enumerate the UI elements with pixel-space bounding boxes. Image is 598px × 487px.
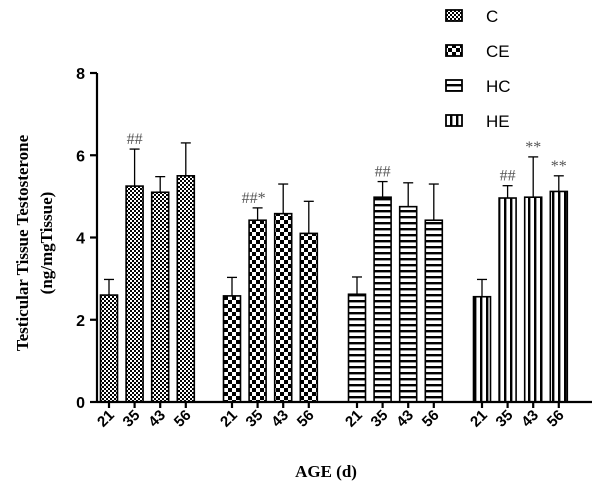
x-tick-label: 56	[544, 407, 568, 431]
bar-HE-35	[498, 197, 517, 403]
legend-swatch-CE	[445, 44, 463, 57]
legend-label-HC: HC	[486, 77, 511, 96]
legend-swatch-HE	[445, 114, 463, 127]
legend-label-CE: CE	[486, 42, 510, 61]
y-tick-label: 0	[76, 395, 85, 412]
y-tick-label: 4	[76, 231, 85, 248]
x-tick-label: 21	[94, 407, 118, 431]
x-tick-label: 43	[518, 407, 542, 431]
x-axis-title: AGE (d)	[295, 462, 357, 481]
x-tick-label: 56	[294, 407, 318, 431]
bar-C-21	[99, 294, 119, 403]
bar-HC-56	[424, 219, 444, 403]
bar-C-56	[176, 175, 196, 403]
x-tick-label: 43	[268, 407, 292, 431]
significance-annotation: **	[551, 158, 567, 175]
bar-HE-56	[549, 190, 569, 403]
y-tick-label: 2	[76, 313, 85, 330]
y-tick-label: 8	[76, 66, 85, 83]
legend-label-C: C	[486, 7, 498, 26]
bar-CE-35	[248, 219, 267, 403]
significance-annotation: ##*	[242, 190, 266, 207]
legend: C CE HC HE	[445, 7, 511, 131]
x-tick-label: 21	[467, 407, 491, 431]
bar-HE-21	[472, 295, 492, 403]
bars-layer: ## ##* ## ## ** **	[99, 131, 569, 403]
y-axis-title-line2: (ng/mgTissue)	[37, 192, 56, 295]
significance-annotation: ##	[375, 164, 391, 181]
bar-CE-56	[299, 232, 319, 403]
significance-annotation: ##	[127, 131, 143, 148]
y-axis-title-line1: Testicular Tissue Testosterone	[13, 134, 32, 351]
bar-C-43	[150, 191, 170, 403]
bar-HC-43	[398, 205, 418, 403]
bar-CE-43	[273, 212, 293, 403]
x-tick-label: 43	[145, 407, 169, 431]
y-axis: 0 2 4 6 8	[76, 66, 99, 412]
legend-swatch-HC	[445, 79, 463, 92]
bar-C-35	[125, 185, 144, 403]
bar-HC-35	[373, 196, 392, 403]
x-tick-label: 35	[120, 407, 144, 431]
significance-annotation: ##	[500, 168, 516, 185]
x-tick-label: 43	[393, 407, 417, 431]
x-tick-label: 35	[368, 407, 392, 431]
x-tick-label: 21	[342, 407, 366, 431]
y-tick-label: 6	[76, 148, 85, 165]
legend-label-HE: HE	[486, 112, 510, 131]
x-tick-label: 21	[217, 407, 241, 431]
legend-swatch-C	[445, 9, 463, 22]
bar-HE-43	[523, 196, 543, 403]
bar-HC-21	[347, 293, 367, 403]
bar-CE-21	[222, 295, 242, 403]
x-tick-label: 56	[419, 407, 443, 431]
x-tick-label: 35	[493, 407, 517, 431]
significance-annotation: **	[525, 139, 541, 156]
x-axis: 21 35 43 56 21 35 43 56 21 35 43 56 21 35 43 56	[94, 400, 592, 431]
x-tick-label: 35	[243, 407, 267, 431]
x-tick-label: 56	[171, 407, 195, 431]
